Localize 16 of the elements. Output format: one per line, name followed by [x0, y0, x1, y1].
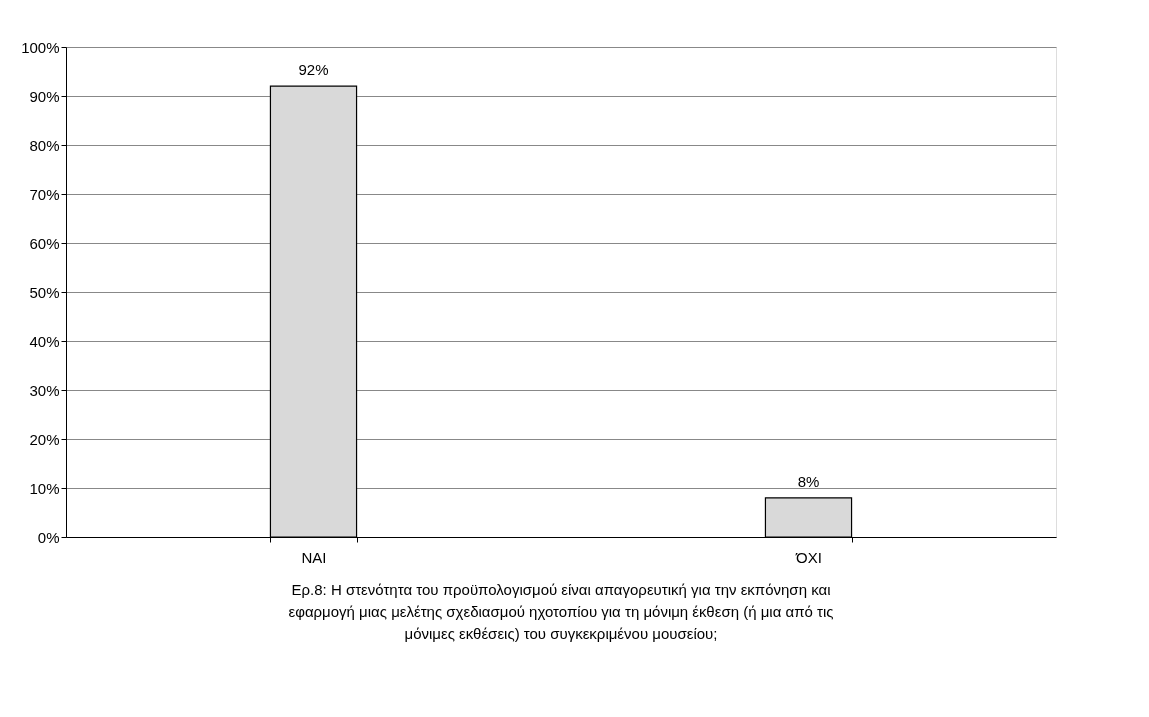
y-tick-label: 20%: [29, 430, 60, 448]
y-tick-label: 30%: [29, 381, 60, 399]
x-tick-label: ΝΑΙ: [301, 548, 327, 566]
y-tick-label: 60%: [29, 234, 60, 252]
y-tick-label: 40%: [29, 332, 60, 350]
y-tick-label: 90%: [29, 87, 60, 105]
data-label: 92%: [298, 61, 329, 79]
text: Ερ.8: Η στενότητα του προϋπολογισμού είναι απαγορευτική για την εκπόνηση και εφαρμογή μιας μελέτης σχεδιασμού ηχοτοπίου για τη μόνιμη έκθεση (ή μια από τις μόνιμες εκθέσεις) του συγκεκριμένου μουσείου;: [288, 581, 834, 642]
y-tick-label: 80%: [29, 136, 60, 154]
y-tick-label: 70%: [29, 185, 60, 203]
y-tick-label: 0%: [37, 528, 60, 546]
y-tick-label: 10%: [29, 479, 60, 497]
y-tick-label: 100%: [21, 38, 60, 56]
x-tick-label: ΌΧΙ: [795, 548, 822, 566]
y-tick-label: 50%: [29, 283, 60, 301]
data-label: 8%: [797, 472, 820, 490]
